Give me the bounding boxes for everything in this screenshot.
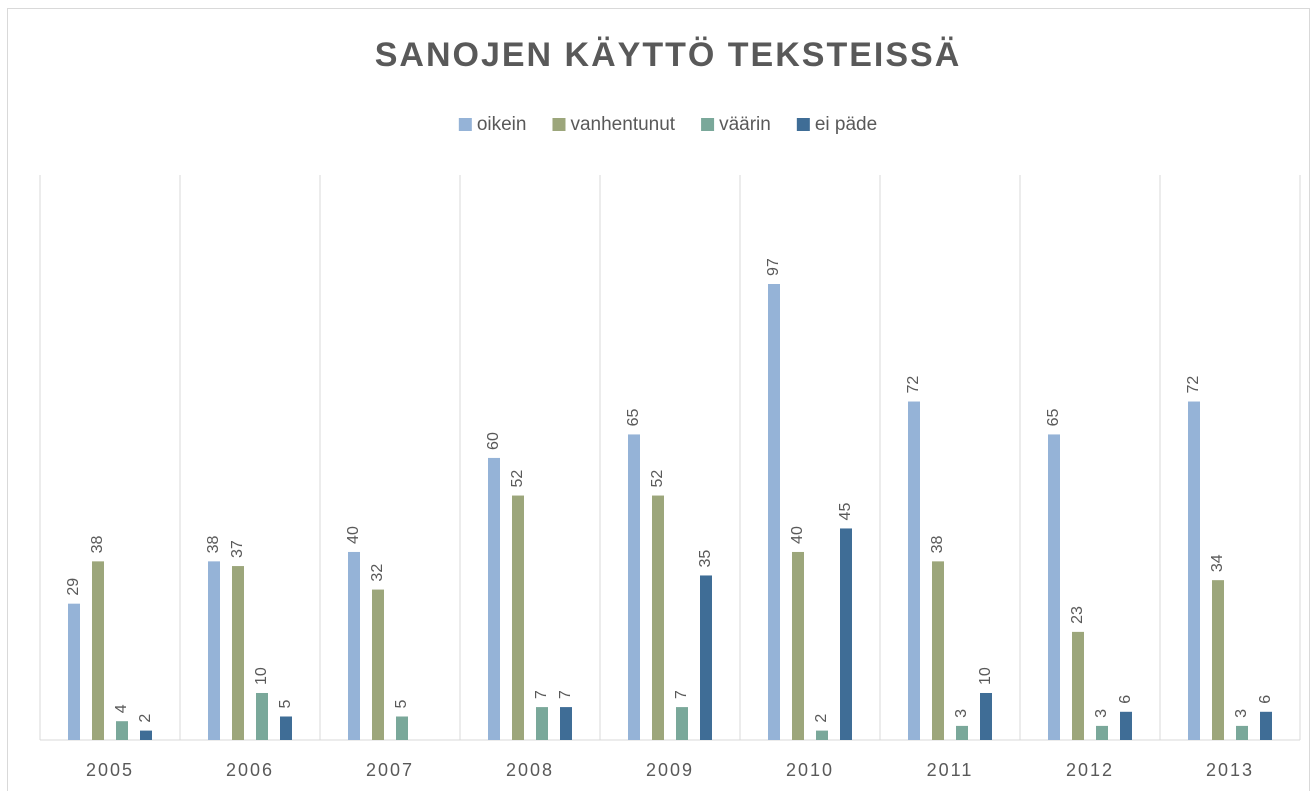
legend-swatch [458,118,472,131]
bar [1072,631,1084,740]
bar [932,561,944,740]
bar [560,707,572,740]
x-tick-label: 2010 [786,760,834,780]
bar [280,716,292,740]
value-label: 52 [509,470,526,488]
x-tick-label: 2008 [506,760,554,780]
value-label: 5 [393,699,410,708]
legend-label: vanhentunut [570,114,675,135]
bar [1260,711,1272,740]
value-label: 3 [1233,709,1250,718]
bar [348,551,360,740]
bar [1236,725,1248,740]
value-label: 6 [1257,695,1274,704]
value-label: 72 [1185,376,1202,394]
legend-label: ei päde [815,114,877,135]
bar [396,716,408,740]
value-label: 2 [813,714,830,723]
x-tick-label: 2012 [1066,760,1114,780]
bar [956,725,968,740]
value-label: 65 [1045,409,1062,427]
bar [816,730,828,740]
legend-swatch [796,118,810,131]
bar [232,566,244,740]
value-label: 45 [837,503,854,521]
chart-title: SANOJEN KÄYTTÖ TEKSTEISSÄ [375,36,962,74]
bar [1048,434,1060,740]
bar [208,561,220,740]
value-label: 7 [533,690,550,699]
bar [1096,725,1108,740]
bar [92,561,104,740]
value-label: 38 [929,535,946,553]
value-label: 29 [65,578,82,596]
bar [1188,401,1200,740]
bar [700,575,712,740]
value-label: 60 [485,432,502,450]
value-label: 34 [1209,554,1226,572]
bar [676,707,688,740]
value-label: 40 [345,526,362,544]
chart-border [7,8,1310,791]
bar [652,495,664,740]
value-label: 7 [673,690,690,699]
value-label: 65 [625,409,642,427]
x-tick-label: 2007 [366,760,414,780]
legend-label: väärin [719,114,771,135]
value-label: 2 [137,714,154,723]
value-label: 97 [765,258,782,276]
value-label: 6 [1117,695,1134,704]
value-label: 7 [557,690,574,699]
legend-swatch [552,118,566,131]
bar [256,692,268,740]
value-label: 52 [649,470,666,488]
legend-swatch [701,118,715,131]
value-label: 4 [113,704,130,713]
bar [536,707,548,740]
value-label: 37 [229,540,246,558]
bar [116,721,128,740]
x-tick-label: 2005 [86,760,134,780]
x-tick-label: 2011 [927,760,974,780]
value-label: 5 [277,699,294,708]
value-label: 38 [205,535,222,553]
value-label: 72 [905,376,922,394]
bar [512,495,524,740]
bar [68,603,80,740]
bar [140,730,152,740]
bar [908,401,920,740]
value-label: 10 [253,667,270,685]
x-tick-label: 2006 [226,760,274,780]
bar [372,589,384,740]
bar [980,692,992,740]
value-label: 38 [89,535,106,553]
value-label: 23 [1069,606,1086,624]
x-tick-label: 2009 [646,760,694,780]
value-label: 3 [953,709,970,718]
value-label: 35 [697,550,714,568]
value-label: 40 [789,526,806,544]
bar [628,434,640,740]
bar [1120,711,1132,740]
bar [488,457,500,740]
bar [840,528,852,740]
bar [792,551,804,740]
value-label: 10 [977,667,994,685]
bar [1212,580,1224,740]
value-label: 32 [369,564,386,582]
legend-label: oikein [477,114,527,135]
x-tick-label: 2013 [1206,760,1254,780]
value-label: 3 [1093,709,1110,718]
bar [768,284,780,740]
